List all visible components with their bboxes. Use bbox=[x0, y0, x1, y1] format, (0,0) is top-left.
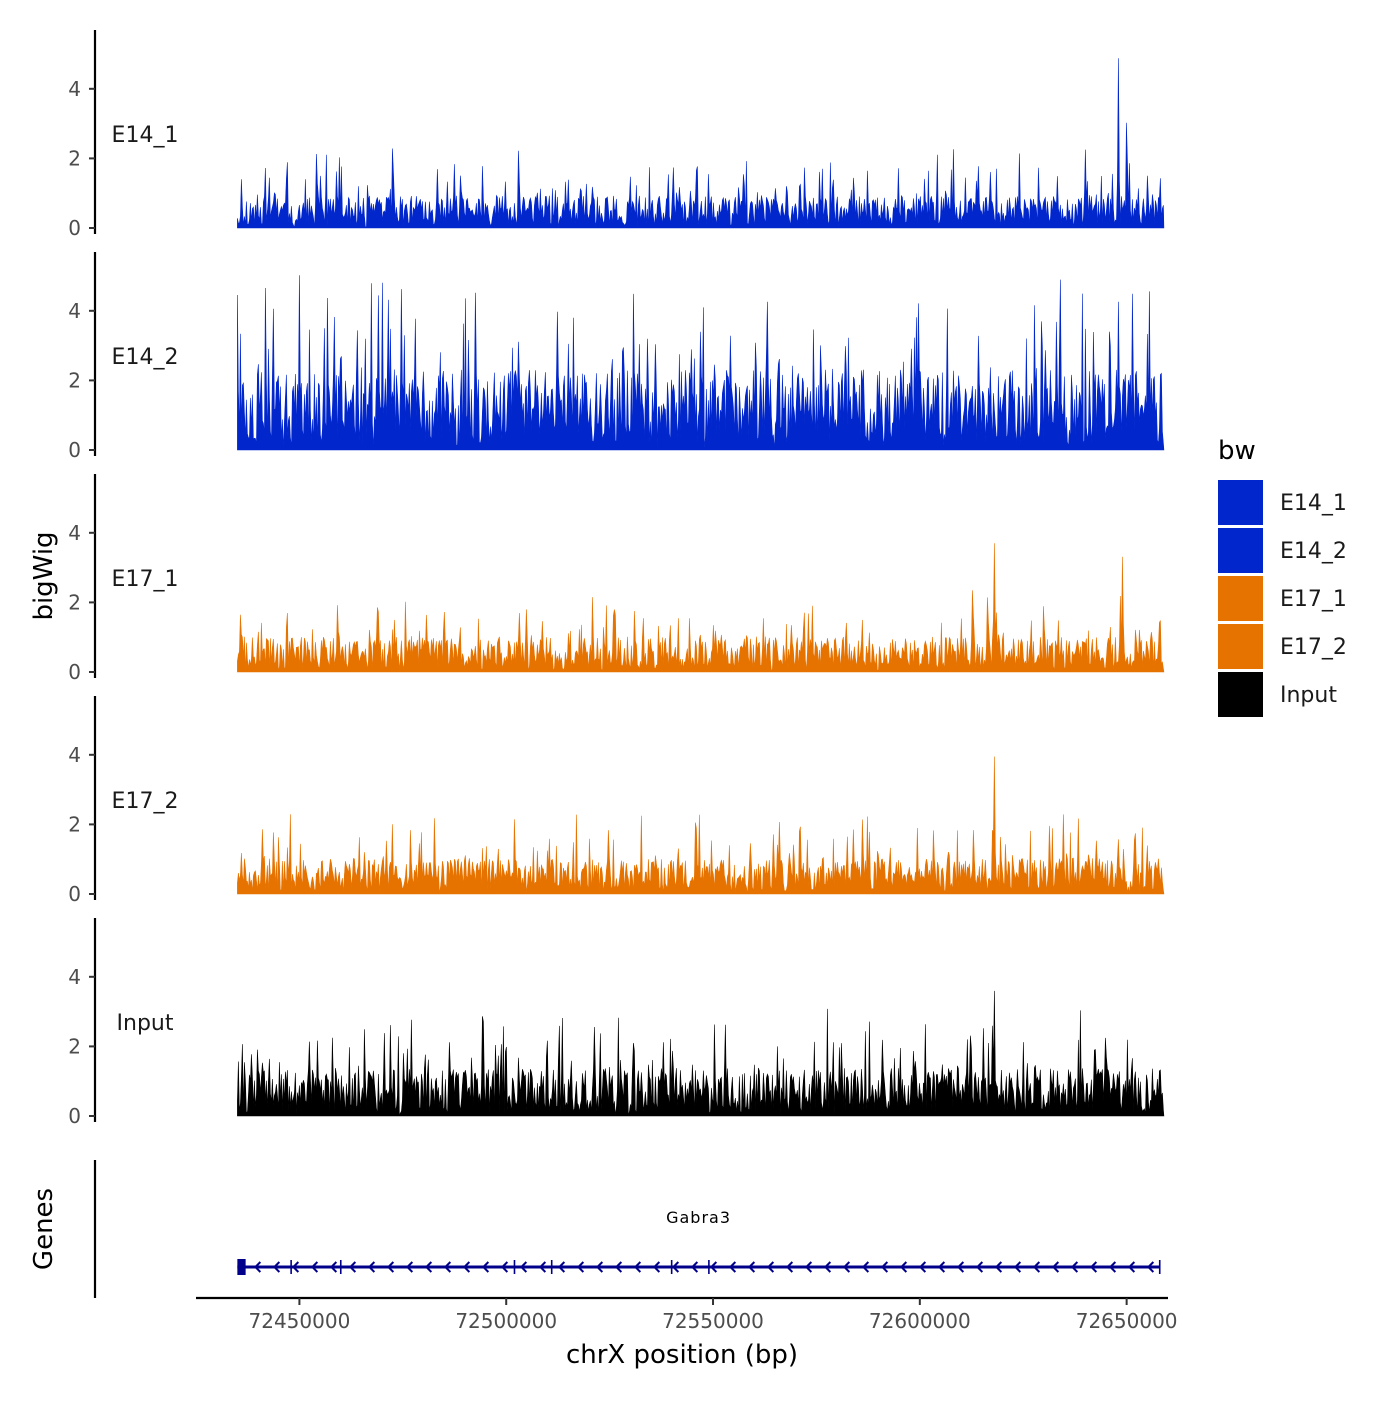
gene-strand-arrow bbox=[1013, 1261, 1022, 1273]
y-tick-label-E14_2-0: 0 bbox=[68, 438, 81, 462]
legend-swatch-E14_2 bbox=[1218, 528, 1263, 573]
gene-strand-arrow bbox=[747, 1261, 756, 1273]
y-tick-label-E17_2-4: 4 bbox=[68, 743, 81, 767]
gene-strand-arrow bbox=[291, 1261, 300, 1273]
gene-strand-arrow bbox=[994, 1261, 1003, 1273]
gene-strand-arrow bbox=[1089, 1261, 1098, 1273]
y-tick-label-E14_1-2: 2 bbox=[68, 146, 81, 170]
track-label-E17_1: E17_1 bbox=[112, 567, 179, 592]
gene-strand-arrow bbox=[253, 1261, 262, 1273]
x-axis-title: chrX position (bp) bbox=[566, 1340, 798, 1370]
y-tick-label-E14_2-2: 2 bbox=[68, 368, 81, 392]
gene-strand-arrow bbox=[1070, 1261, 1079, 1273]
gene-strand-arrow bbox=[424, 1261, 433, 1273]
legend-label-E14_2: E14_2 bbox=[1280, 539, 1347, 564]
gene-strand-arrow bbox=[462, 1261, 471, 1273]
gene-strand-arrow bbox=[766, 1261, 775, 1273]
y-tick-label-E14_1-0: 0 bbox=[68, 216, 81, 240]
gene-strand-arrow bbox=[842, 1261, 851, 1273]
y-axis-title: bigWig bbox=[29, 531, 59, 620]
gene-strand-arrow bbox=[614, 1261, 623, 1273]
y-tick-label-E17_2-0: 0 bbox=[68, 882, 81, 906]
gene-strand-arrow bbox=[709, 1261, 718, 1273]
y-tick-label-E17_1-0: 0 bbox=[68, 660, 81, 684]
y-tick-label-Input-4: 4 bbox=[68, 965, 81, 989]
gene-strand-arrow bbox=[576, 1261, 585, 1273]
gene-strand-arrow bbox=[1127, 1261, 1136, 1273]
gene-strand-arrow bbox=[1108, 1261, 1117, 1273]
track-label-E14_2: E14_2 bbox=[112, 345, 179, 370]
gene-strand-arrow bbox=[367, 1261, 376, 1273]
gene-strand-arrow bbox=[538, 1261, 547, 1273]
signal-area-Input bbox=[237, 990, 1165, 1117]
gene-strand-arrow bbox=[861, 1261, 870, 1273]
y-tick-label-E17_1-2: 2 bbox=[68, 590, 81, 614]
gene-strand-arrow bbox=[899, 1261, 908, 1273]
gene-strand-arrow bbox=[652, 1261, 661, 1273]
gene-strand-arrow bbox=[348, 1261, 357, 1273]
legend-swatch-E14_1 bbox=[1218, 480, 1263, 525]
track-label-E17_2: E17_2 bbox=[112, 789, 179, 814]
gene-strand-arrow bbox=[1032, 1261, 1041, 1273]
gene-strand-arrow bbox=[386, 1261, 395, 1273]
gene-strand-arrow bbox=[785, 1261, 794, 1273]
track-label-E14_1: E14_1 bbox=[112, 123, 179, 148]
y-tick-label-E17_1-4: 4 bbox=[68, 521, 81, 545]
signal-area-E17_2 bbox=[237, 756, 1165, 895]
gene-strand-arrow bbox=[804, 1261, 813, 1273]
signal-area-E14_1 bbox=[237, 58, 1165, 229]
legend-title: bw bbox=[1218, 436, 1256, 466]
track-label-Input: Input bbox=[117, 1011, 174, 1036]
gene-strand-arrow bbox=[633, 1261, 642, 1273]
legend-label-E17_2: E17_2 bbox=[1280, 635, 1347, 660]
y-tick-label-Input-0: 0 bbox=[68, 1104, 81, 1128]
legend-swatch-E17_1 bbox=[1218, 576, 1263, 621]
x-tick-label-72600000: 72600000 bbox=[869, 1309, 971, 1333]
gene-strand-arrow bbox=[671, 1261, 680, 1273]
x-tick-label-72650000: 72650000 bbox=[1076, 1309, 1178, 1333]
gene-strand-arrow bbox=[310, 1261, 319, 1273]
gene-strand-arrow bbox=[557, 1261, 566, 1273]
x-tick-label-72500000: 72500000 bbox=[455, 1309, 557, 1333]
gene-label-Gabra3: Gabra3 bbox=[666, 1208, 731, 1227]
legend-swatch-E17_2 bbox=[1218, 624, 1263, 669]
gene-strand-arrow bbox=[481, 1261, 490, 1273]
gene-panel-label: Genes bbox=[29, 1188, 59, 1270]
y-tick-label-E17_2-2: 2 bbox=[68, 812, 81, 836]
gene-strand-arrow bbox=[500, 1261, 509, 1273]
legend-label-Input: Input bbox=[1280, 683, 1337, 708]
x-tick-label-72450000: 72450000 bbox=[249, 1309, 351, 1333]
gene-strand-arrow bbox=[272, 1261, 281, 1273]
gene-strand-arrow bbox=[823, 1261, 832, 1273]
gene-strand-arrow bbox=[405, 1261, 414, 1273]
y-tick-label-Input-2: 2 bbox=[68, 1034, 81, 1058]
gene-strand-arrow bbox=[519, 1261, 528, 1273]
signal-area-E17_1 bbox=[237, 543, 1165, 673]
legend-label-E14_1: E14_1 bbox=[1280, 491, 1347, 516]
gene-strand-arrow bbox=[728, 1261, 737, 1273]
gene-strand-arrow bbox=[595, 1261, 604, 1273]
gene-strand-arrow bbox=[443, 1261, 452, 1273]
x-tick-label-72550000: 72550000 bbox=[662, 1309, 764, 1333]
gene-strand-arrow bbox=[918, 1261, 927, 1273]
gene-strand-arrow bbox=[937, 1261, 946, 1273]
gene-strand-arrow bbox=[880, 1261, 889, 1273]
gene-strand-arrow bbox=[956, 1261, 965, 1273]
gene-strand-arrow bbox=[1146, 1261, 1155, 1273]
gene-strand-arrow bbox=[1051, 1261, 1060, 1273]
legend-swatch-Input bbox=[1218, 672, 1263, 717]
y-tick-label-E14_2-4: 4 bbox=[68, 299, 81, 323]
signal-area-E14_2 bbox=[237, 275, 1165, 451]
gene-strand-arrow bbox=[690, 1261, 699, 1273]
gene-exon-Gabra3 bbox=[237, 1259, 246, 1275]
y-tick-label-E14_1-4: 4 bbox=[68, 77, 81, 101]
legend-label-E17_1: E17_1 bbox=[1280, 587, 1347, 612]
gene-strand-arrow bbox=[329, 1261, 338, 1273]
gene-strand-arrow bbox=[975, 1261, 984, 1273]
